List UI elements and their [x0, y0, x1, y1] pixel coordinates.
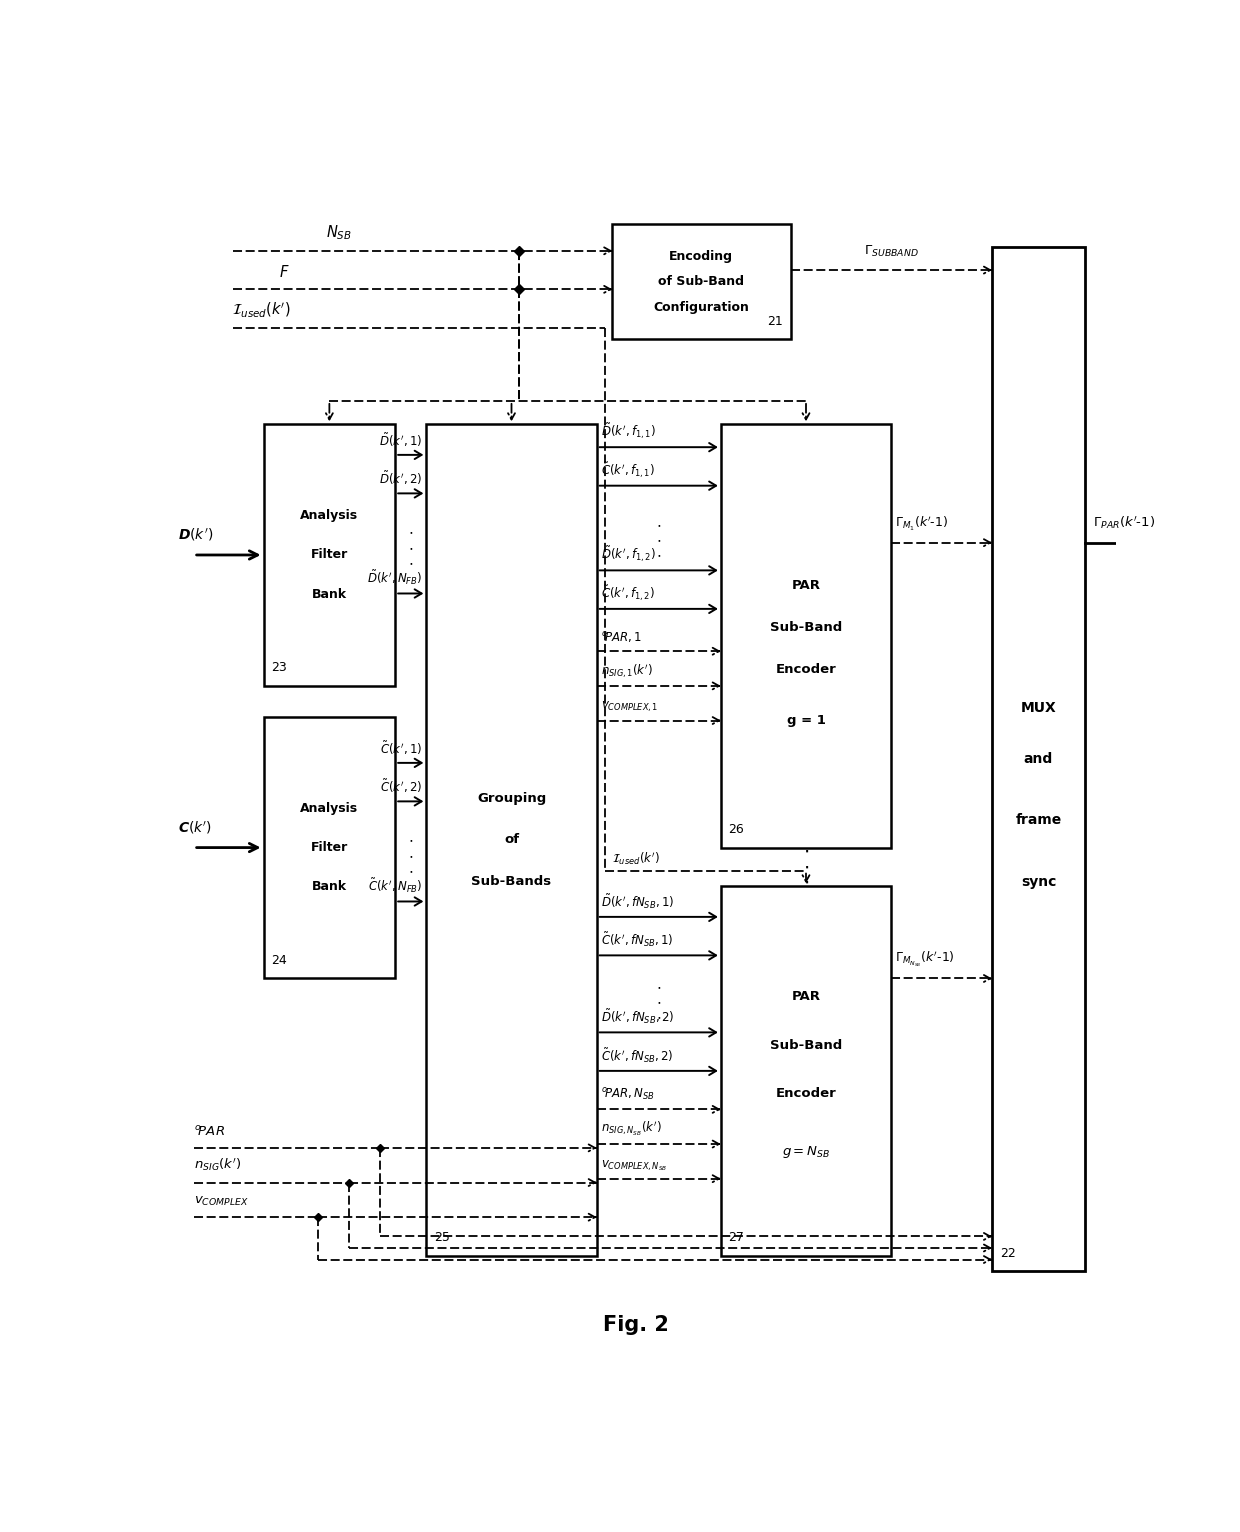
Bar [427, 424, 596, 1256]
Text: $\cdot$: $\cdot$ [408, 539, 413, 555]
Text: sync: sync [1021, 875, 1056, 889]
Text: $\mathcal{I}_{used}(k^\prime)$: $\mathcal{I}_{used}(k^\prime)$ [613, 850, 660, 867]
Text: $\cdot$: $\cdot$ [656, 547, 661, 562]
Text: Encoder: Encoder [776, 1086, 836, 1100]
Text: of: of [503, 833, 520, 846]
Text: PAR: PAR [791, 991, 821, 1003]
Text: $\cdot$: $\cdot$ [656, 1010, 661, 1025]
Text: $n_{SIG,1}(k^\prime)$: $n_{SIG,1}(k^\prime)$ [600, 662, 652, 680]
Text: 26: 26 [729, 823, 744, 836]
Text: Sub-Band: Sub-Band [770, 620, 842, 634]
Text: $g = N_{SB}$: $g = N_{SB}$ [782, 1144, 830, 1160]
Text: $\Gamma_{SUBBAND}$: $\Gamma_{SUBBAND}$ [864, 244, 919, 259]
Bar [263, 717, 396, 979]
Bar [720, 424, 892, 847]
Text: $\tilde{C}(k^\prime,1)$: $\tilde{C}(k^\prime,1)$ [379, 740, 423, 757]
Text: $\cdot$: $\cdot$ [656, 979, 661, 994]
Text: $\tilde{C}(k^\prime,f_{1,1})$: $\tilde{C}(k^\prime,f_{1,1})$ [600, 460, 655, 480]
Text: 21: 21 [768, 316, 782, 328]
Text: $\Gamma_{PAR}(k^\prime\text{-}1)$: $\Gamma_{PAR}(k^\prime\text{-}1)$ [1092, 515, 1154, 532]
Text: Sub-Band: Sub-Band [770, 1039, 842, 1051]
Bar [992, 247, 1085, 1272]
Text: $\mathcal{I}_{used}(k^\prime)$: $\mathcal{I}_{used}(k^\prime)$ [233, 300, 291, 319]
Text: Configuration: Configuration [653, 300, 749, 314]
Text: 27: 27 [729, 1232, 744, 1244]
Text: $\boldsymbol{C}(k^\prime)$: $\boldsymbol{C}(k^\prime)$ [179, 820, 212, 836]
Text: $\tilde{C}(k^\prime,fN_{SB},1)$: $\tilde{C}(k^\prime,fN_{SB},1)$ [600, 931, 673, 950]
Text: $^o\!PAR,N_{SB}$: $^o\!PAR,N_{SB}$ [600, 1088, 655, 1103]
Text: $\tilde{D}(k^\prime,fN_{SB},1)$: $\tilde{D}(k^\prime,fN_{SB},1)$ [600, 892, 675, 910]
Bar [263, 424, 396, 686]
Text: $\Gamma_{M_1}(k^\prime\text{-}1)$: $\Gamma_{M_1}(k^\prime\text{-}1)$ [895, 515, 949, 533]
Text: 23: 23 [272, 662, 286, 674]
Text: $v_{COMPLEX,1}$: $v_{COMPLEX,1}$ [600, 700, 658, 714]
Text: $\tilde{C}(k^\prime,f_{1,2})$: $\tilde{C}(k^\prime,f_{1,2})$ [600, 584, 655, 602]
Text: $\tilde{D}(k^\prime,2)$: $\tilde{D}(k^\prime,2)$ [379, 470, 423, 487]
Bar [720, 885, 892, 1256]
Text: $\tilde{D}(k^\prime,f_{1,1})$: $\tilde{D}(k^\prime,f_{1,1})$ [600, 421, 656, 441]
Text: $F$: $F$ [279, 264, 290, 280]
Text: Bank: Bank [311, 881, 347, 893]
Text: 25: 25 [434, 1232, 450, 1244]
Text: $\cdot$: $\cdot$ [804, 873, 808, 892]
Text: 22: 22 [999, 1247, 1016, 1259]
Text: Fig. 2: Fig. 2 [603, 1314, 668, 1334]
Text: $\cdot$: $\cdot$ [804, 858, 808, 876]
Text: $n_{SIG,N_{SB}}(k^\prime)$: $n_{SIG,N_{SB}}(k^\prime)$ [600, 1120, 661, 1138]
Text: $\tilde{C}(k^\prime,fN_{SB},2)$: $\tilde{C}(k^\prime,fN_{SB},2)$ [600, 1046, 673, 1065]
Text: $n_{SIG}(k^\prime)$: $n_{SIG}(k^\prime)$ [193, 1157, 241, 1174]
Text: $^o\!PAR,1$: $^o\!PAR,1$ [600, 630, 642, 645]
Text: MUX: MUX [1021, 700, 1056, 715]
Text: Sub-Bands: Sub-Bands [471, 875, 552, 889]
Text: $v_{COMPLEX}$: $v_{COMPLEX}$ [193, 1195, 248, 1207]
Text: $\cdot$: $\cdot$ [408, 847, 413, 863]
Text: $\tilde{D}(k^\prime,fN_{SB},2)$: $\tilde{D}(k^\prime,fN_{SB},2)$ [600, 1008, 675, 1026]
Text: of Sub-Band: of Sub-Band [658, 276, 744, 288]
Text: $\tilde{D}(k^\prime,N_{FB})$: $\tilde{D}(k^\prime,N_{FB})$ [367, 568, 423, 587]
Bar [613, 224, 791, 340]
Text: 24: 24 [272, 954, 286, 967]
Text: Analysis: Analysis [300, 801, 358, 815]
Text: $\boldsymbol{D}(k^\prime)$: $\boldsymbol{D}(k^\prime)$ [179, 527, 213, 544]
Text: Encoder: Encoder [776, 663, 836, 676]
Text: $\cdot$: $\cdot$ [408, 832, 413, 847]
Text: $\cdot$: $\cdot$ [408, 555, 413, 570]
Text: $\tilde{C}(k^\prime,N_{FB})$: $\tilde{C}(k^\prime,N_{FB})$ [368, 876, 423, 895]
Text: g = 1: g = 1 [786, 714, 826, 728]
Text: $\cdot$: $\cdot$ [656, 532, 661, 547]
Text: and: and [1024, 752, 1053, 766]
Text: $\tilde{D}(k^\prime,1)$: $\tilde{D}(k^\prime,1)$ [379, 432, 423, 449]
Text: PAR: PAR [791, 579, 821, 591]
Text: Filter: Filter [311, 841, 348, 853]
Text: Analysis: Analysis [300, 509, 358, 522]
Text: Grouping: Grouping [477, 792, 546, 804]
Text: $\Gamma_{M_{N_{SB}}}(k^\prime\text{-}1)$: $\Gamma_{M_{N_{SB}}}(k^\prime\text{-}1)$ [895, 950, 955, 970]
Text: $N_{SB}$: $N_{SB}$ [325, 222, 351, 242]
Text: $\cdot$: $\cdot$ [408, 863, 413, 878]
Text: $\cdot$: $\cdot$ [408, 524, 413, 539]
Text: $\cdot$: $\cdot$ [656, 516, 661, 532]
Text: $\cdot$: $\cdot$ [656, 994, 661, 1010]
Text: $\tilde{D}(k^\prime,f_{1,2})$: $\tilde{D}(k^\prime,f_{1,2})$ [600, 544, 656, 564]
Text: $\cdot$: $\cdot$ [804, 843, 808, 861]
Text: Bank: Bank [311, 588, 347, 601]
Text: Filter: Filter [311, 548, 348, 562]
Text: $v_{COMPLEX,N_{SB}}$: $v_{COMPLEX,N_{SB}}$ [600, 1158, 667, 1172]
Text: Encoding: Encoding [670, 250, 733, 262]
Text: $^o\!PAR$: $^o\!PAR$ [193, 1124, 224, 1138]
Text: $\tilde{C}(k^\prime,2)$: $\tilde{C}(k^\prime,2)$ [379, 778, 423, 795]
Text: frame: frame [1016, 813, 1061, 827]
